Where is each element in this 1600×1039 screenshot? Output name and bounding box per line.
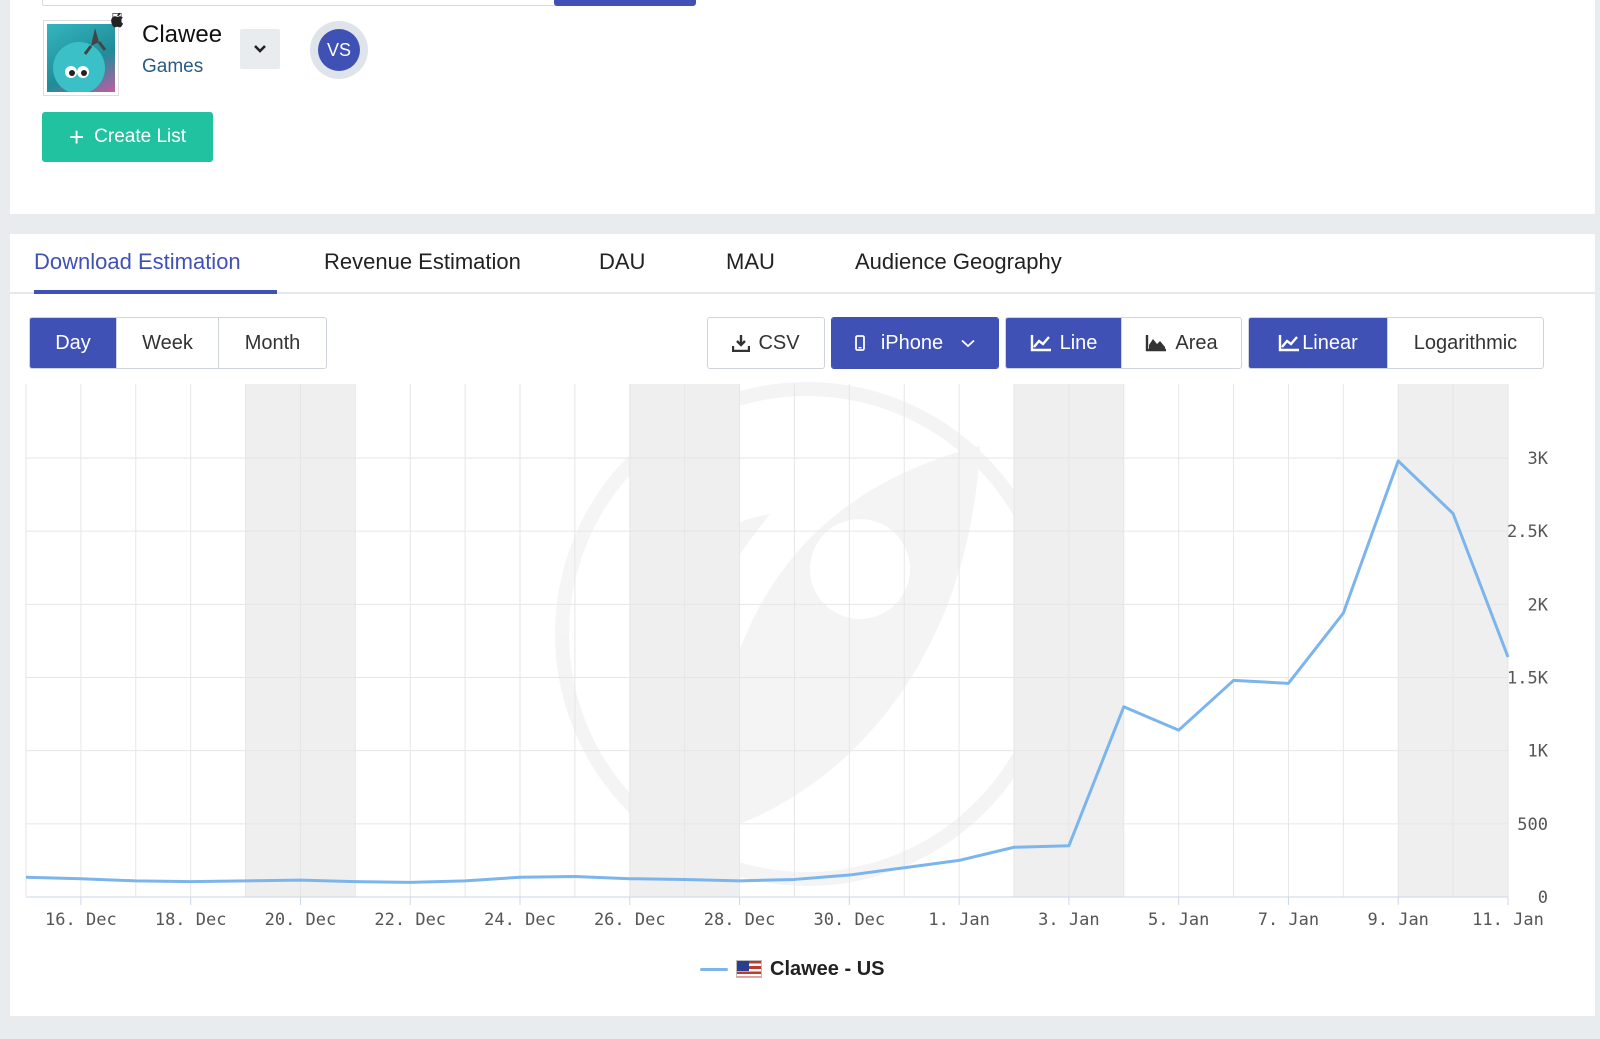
app-icon[interactable] (43, 20, 119, 96)
compare-vs-button[interactable]: VS (310, 21, 368, 79)
y-tick-label: 1.5K (1507, 669, 1549, 689)
tab-mau[interactable]: MAU (726, 249, 775, 274)
period-week-button[interactable]: Week (117, 318, 219, 368)
create-list-label: Create List (94, 126, 187, 147)
chart-type-area-label: Area (1175, 331, 1218, 354)
period-month-button[interactable]: Month (244, 331, 301, 354)
x-tick-label: 3. Jan (1038, 910, 1099, 930)
y-tick-label: 2K (1528, 595, 1549, 615)
active-tab-indicator (34, 290, 277, 294)
chart-type-area-button[interactable]: Area (1122, 318, 1241, 368)
line-chart-icon (1030, 335, 1051, 352)
x-tick-label: 5. Jan (1148, 910, 1209, 930)
download-estimation-chart: 16. Dec 18. Dec 20. Dec 22. Dec 24. Dec 26. D… (25, 382, 1549, 930)
plus-icon: + (68, 122, 85, 152)
x-tick-label: 22. Dec (374, 910, 446, 930)
x-tick-label: 28. Dec (704, 910, 776, 930)
y-tick-label: 3K (1528, 449, 1549, 469)
line-chart-icon (1278, 335, 1300, 352)
chart-type-line-button[interactable]: Line (1006, 318, 1122, 368)
chart-type-line-label: Line (1059, 331, 1098, 354)
x-tick-label: 9. Jan (1368, 910, 1429, 930)
device-selector: iPhone (831, 317, 999, 369)
phone-icon (854, 335, 865, 351)
y-tick-label: 1K (1528, 742, 1549, 762)
apple-icon (111, 12, 123, 28)
chart-legend-item[interactable]: Clawee - US (700, 954, 884, 984)
x-tick-label: 7. Jan (1258, 910, 1319, 930)
app-dropdown-button[interactable] (240, 29, 280, 69)
metric-tabs: Download Estimation Revenue Estimation D… (10, 234, 1595, 294)
vs-label: VS (318, 29, 360, 71)
search-button[interactable] (554, 0, 696, 6)
y-tick-label: 500 (1517, 815, 1548, 835)
app-category-link[interactable]: Games (142, 56, 204, 77)
us-flag-icon (736, 960, 762, 978)
tab-revenue-estimation[interactable]: Revenue Estimation (324, 249, 521, 274)
csv-export-button[interactable]: CSV (708, 318, 824, 368)
tab-dau[interactable]: DAU (599, 249, 646, 274)
scale-selector: Linear Logarithmic (1248, 317, 1544, 369)
app-icon-image (47, 24, 115, 92)
legend-label: Clawee - US (770, 957, 885, 980)
x-tick-label: 1. Jan (928, 910, 989, 930)
chevron-down-icon (961, 339, 975, 347)
x-tick-label: 16. Dec (45, 910, 117, 930)
area-chart-icon (1146, 335, 1167, 352)
x-tick-label: 26. Dec (594, 910, 666, 930)
tab-audience-geography[interactable]: Audience Geography (855, 249, 1062, 274)
app-title[interactable]: Clawee (142, 21, 223, 48)
app-header-card:  Clawee Games VS + Create List (10, 0, 1595, 214)
search-input[interactable] (42, 0, 562, 6)
y-tick-label: 2.5K (1507, 522, 1549, 542)
x-tick-label: 24. Dec (484, 910, 556, 930)
period-selector: Day Week Month (29, 317, 327, 369)
legend-line-swatch (700, 967, 728, 971)
x-tick-label: 30. Dec (814, 910, 886, 930)
scale-linear-label: Linear (1302, 331, 1358, 354)
device-dropdown-button[interactable]: iPhone (832, 318, 998, 368)
period-day-button[interactable]: Day (30, 318, 117, 368)
chevron-down-icon (254, 45, 266, 53)
download-icon (732, 335, 751, 352)
x-tick-label: 20. Dec (265, 910, 337, 930)
scale-logarithmic-button[interactable]: Logarithmic (1413, 331, 1518, 354)
x-tick-label: 11. Jan (1472, 910, 1544, 930)
csv-label: CSV (758, 331, 800, 354)
y-tick-label: 0 (1538, 888, 1548, 908)
chart-card: Download Estimation Revenue Estimation D… (10, 234, 1595, 1016)
series-line-clawee-us[interactable] (25, 459, 1510, 884)
scale-linear-button[interactable]: Linear (1249, 318, 1388, 368)
csv-export-group: CSV (707, 317, 825, 369)
tab-download-estimation[interactable]: Download Estimation (34, 249, 241, 274)
create-list-button[interactable]: + Create List (42, 112, 213, 162)
chart-type-selector: Line Area (1005, 317, 1242, 369)
x-tick-label: 18. Dec (155, 910, 227, 930)
device-label: iPhone (880, 331, 944, 354)
